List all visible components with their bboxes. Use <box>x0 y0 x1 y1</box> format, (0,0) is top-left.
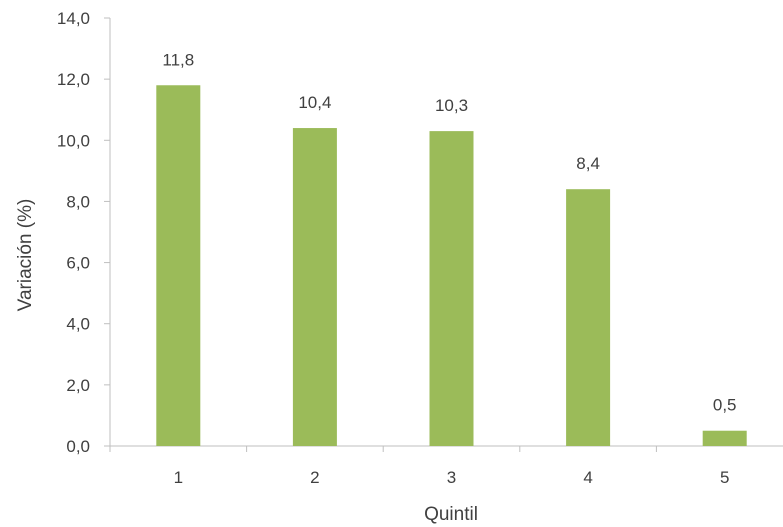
x-tick-label: 2 <box>310 468 319 487</box>
x-tick-label: 5 <box>720 468 729 487</box>
y-tick-label: 14,0 <box>57 9 90 28</box>
x-tick-label: 1 <box>174 468 183 487</box>
data-label: 11,8 <box>162 50 194 69</box>
data-label: 10,4 <box>298 93 331 112</box>
y-axis: 0,0 2,0 4,0 6,0 8,0 10,0 12,0 14,0 <box>57 9 111 456</box>
bar <box>429 131 474 446</box>
bars <box>156 85 747 447</box>
y-tick-label: 12,0 <box>57 70 90 89</box>
x-tick-label: 4 <box>583 468 592 487</box>
y-tick-label: 2,0 <box>66 376 90 395</box>
y-tick-label: 0,0 <box>66 437 90 456</box>
y-axis-title: Variación (%) <box>15 199 36 312</box>
data-label: 0,5 <box>713 396 737 415</box>
y-tick-label: 6,0 <box>66 254 90 273</box>
data-label: 10,3 <box>435 96 468 115</box>
bar <box>292 128 337 447</box>
bar <box>702 430 747 446</box>
x-axis: 1 2 3 4 5 <box>109 445 783 487</box>
y-tick-label: 8,0 <box>66 192 90 211</box>
data-labels: 11,8 10,4 10,3 8,4 0,5 <box>162 50 736 414</box>
y-tick-label: 10,0 <box>57 131 90 150</box>
y-tick-label: 4,0 <box>66 315 90 334</box>
bar <box>566 189 611 446</box>
x-axis-title: Quintil <box>424 504 478 525</box>
x-tick-label: 3 <box>447 468 456 487</box>
bar <box>156 85 201 446</box>
data-label: 8,4 <box>576 154 600 173</box>
